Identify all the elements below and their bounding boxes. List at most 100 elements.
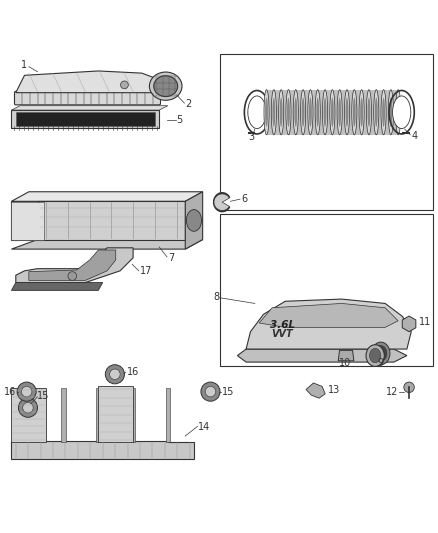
Ellipse shape — [149, 72, 182, 100]
Polygon shape — [16, 112, 155, 126]
Polygon shape — [246, 299, 411, 349]
Text: 14: 14 — [198, 422, 211, 432]
Ellipse shape — [186, 209, 201, 231]
Polygon shape — [11, 192, 203, 201]
Text: 9: 9 — [378, 358, 383, 368]
Text: 15: 15 — [37, 391, 49, 401]
Text: 4: 4 — [411, 131, 417, 141]
Polygon shape — [29, 250, 116, 280]
Ellipse shape — [309, 98, 312, 127]
Ellipse shape — [344, 90, 350, 135]
Ellipse shape — [315, 90, 320, 135]
Text: 7: 7 — [168, 253, 174, 263]
Ellipse shape — [279, 90, 284, 135]
Circle shape — [68, 272, 77, 280]
Polygon shape — [96, 388, 101, 442]
Polygon shape — [61, 388, 66, 442]
Text: 17: 17 — [140, 266, 152, 276]
Text: 15: 15 — [222, 386, 235, 397]
Ellipse shape — [375, 98, 378, 127]
Ellipse shape — [293, 90, 298, 135]
Circle shape — [21, 386, 32, 397]
Polygon shape — [11, 239, 203, 249]
Text: 13: 13 — [328, 385, 340, 395]
Text: 12: 12 — [386, 386, 398, 397]
Ellipse shape — [396, 90, 401, 135]
Polygon shape — [11, 388, 46, 442]
Ellipse shape — [366, 345, 384, 367]
Text: VVT: VVT — [271, 329, 293, 339]
Ellipse shape — [370, 349, 381, 363]
Text: 3: 3 — [248, 132, 254, 142]
Ellipse shape — [338, 98, 341, 127]
Polygon shape — [11, 441, 194, 458]
Ellipse shape — [353, 98, 356, 127]
Polygon shape — [11, 201, 38, 239]
Polygon shape — [11, 110, 159, 128]
Text: 3.6L: 3.6L — [270, 320, 295, 330]
Circle shape — [17, 382, 36, 401]
Circle shape — [105, 365, 124, 384]
Ellipse shape — [397, 98, 399, 127]
Ellipse shape — [264, 90, 269, 135]
Ellipse shape — [308, 90, 313, 135]
FancyBboxPatch shape — [14, 91, 160, 105]
Polygon shape — [16, 248, 133, 282]
Ellipse shape — [280, 98, 283, 127]
Ellipse shape — [375, 345, 387, 361]
Ellipse shape — [300, 90, 306, 135]
Ellipse shape — [374, 90, 379, 135]
Ellipse shape — [359, 90, 364, 135]
Ellipse shape — [322, 90, 328, 135]
Polygon shape — [267, 90, 398, 135]
Text: 8: 8 — [213, 292, 219, 302]
Wedge shape — [214, 194, 230, 211]
Ellipse shape — [272, 98, 276, 127]
Ellipse shape — [372, 342, 390, 365]
Ellipse shape — [352, 90, 357, 135]
Ellipse shape — [382, 98, 385, 127]
Circle shape — [18, 398, 38, 417]
Text: 5: 5 — [177, 115, 183, 125]
Circle shape — [23, 402, 33, 413]
Ellipse shape — [302, 98, 304, 127]
Polygon shape — [306, 383, 325, 398]
Text: 16: 16 — [4, 386, 16, 397]
Circle shape — [120, 81, 128, 89]
Text: 2: 2 — [185, 99, 191, 109]
Ellipse shape — [294, 98, 297, 127]
Polygon shape — [237, 349, 407, 362]
Text: 6: 6 — [241, 194, 247, 204]
Polygon shape — [131, 388, 135, 442]
Text: 11: 11 — [419, 317, 431, 327]
Ellipse shape — [248, 96, 266, 128]
Polygon shape — [185, 192, 203, 249]
Circle shape — [205, 386, 215, 397]
Ellipse shape — [392, 96, 411, 128]
Text: 1: 1 — [21, 60, 28, 70]
Ellipse shape — [346, 98, 349, 127]
Ellipse shape — [331, 98, 334, 127]
Polygon shape — [338, 350, 354, 361]
Ellipse shape — [271, 90, 276, 135]
Circle shape — [110, 369, 120, 379]
Polygon shape — [259, 303, 398, 327]
Text: 10: 10 — [339, 358, 351, 368]
Circle shape — [404, 382, 414, 392]
Polygon shape — [166, 388, 170, 442]
Polygon shape — [11, 202, 44, 239]
Polygon shape — [99, 386, 133, 442]
Ellipse shape — [360, 98, 363, 127]
Ellipse shape — [366, 90, 371, 135]
Polygon shape — [38, 201, 185, 239]
Text: 16: 16 — [127, 367, 139, 377]
Ellipse shape — [367, 98, 371, 127]
Ellipse shape — [324, 98, 326, 127]
Ellipse shape — [286, 90, 291, 135]
Ellipse shape — [330, 90, 335, 135]
Ellipse shape — [316, 98, 319, 127]
Ellipse shape — [337, 90, 342, 135]
Polygon shape — [11, 282, 102, 290]
Ellipse shape — [265, 98, 268, 127]
Ellipse shape — [389, 90, 393, 135]
